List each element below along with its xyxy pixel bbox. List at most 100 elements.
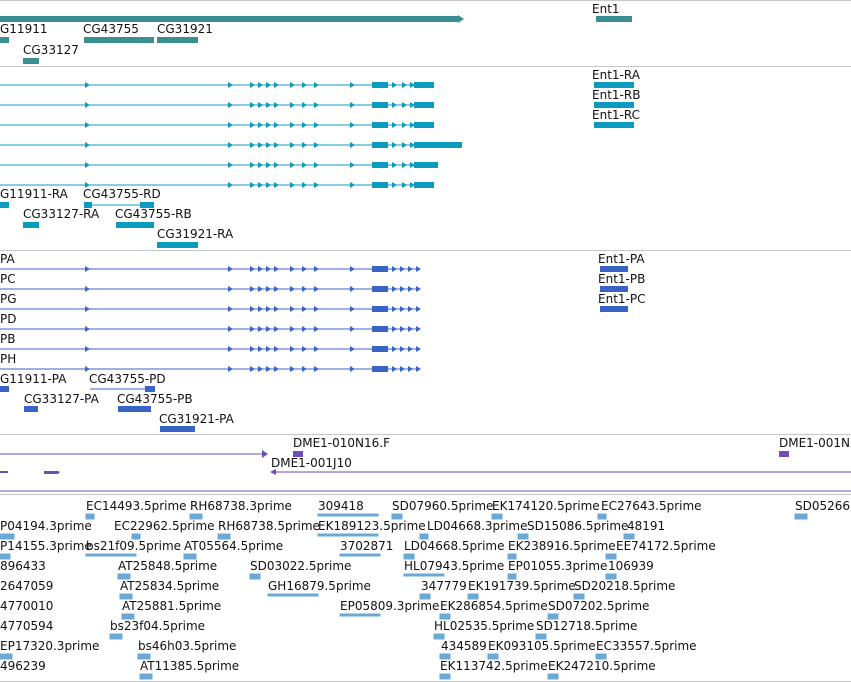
est-label[interactable]: 2647059 bbox=[0, 579, 54, 593]
est-label[interactable]: bs46h03.5prime bbox=[138, 639, 237, 653]
est-label[interactable]: 434589 bbox=[441, 639, 487, 653]
est-label[interactable]: EK286854.5prime bbox=[440, 599, 548, 613]
transcript-label[interactable]: Ent1-RA bbox=[592, 68, 640, 82]
protein-label[interactable]: G11911-PA bbox=[0, 372, 67, 386]
protein-label[interactable]: PH bbox=[0, 352, 17, 366]
exon-mark bbox=[85, 286, 90, 292]
est-label[interactable]: P04194.3prime bbox=[0, 519, 92, 533]
est-label[interactable]: EC33557.5prime bbox=[596, 639, 697, 653]
gene-label[interactable]: CG43755 bbox=[83, 22, 139, 36]
est-label[interactable]: SD20218.5prime bbox=[574, 579, 676, 593]
protein-label[interactable]: Ent1-PC bbox=[598, 292, 646, 306]
est-label[interactable]: 3702871 bbox=[340, 539, 394, 553]
protein-label[interactable]: PA bbox=[0, 252, 15, 266]
track-separator bbox=[0, 0, 851, 1]
protein-label[interactable]: Ent1-PA bbox=[598, 252, 645, 266]
est-label[interactable]: SD05266 bbox=[795, 499, 851, 513]
protein-label[interactable]: PD bbox=[0, 312, 17, 326]
protein-label[interactable]: PG bbox=[0, 292, 17, 306]
est-label[interactable]: EK189123.5prime bbox=[318, 519, 426, 533]
gene-label[interactable]: Ent1 bbox=[592, 2, 620, 16]
gene-label[interactable]: CG31921 bbox=[157, 22, 213, 36]
protein-label[interactable]: Ent1-PB bbox=[598, 272, 646, 286]
transcript-label[interactable]: Ent1-RB bbox=[592, 88, 641, 102]
gene-label[interactable]: G11911 bbox=[0, 22, 48, 36]
est-label[interactable]: 4770010 bbox=[0, 599, 54, 613]
gene-feature[interactable] bbox=[84, 37, 154, 43]
est-label[interactable]: 896433 bbox=[0, 559, 46, 573]
protein-label[interactable]: CG31921-PA bbox=[159, 412, 234, 426]
est-label[interactable]: 48191 bbox=[627, 519, 666, 533]
protein-label[interactable]: CG43755-PB bbox=[117, 392, 193, 406]
est-label[interactable]: EE74172.5prime bbox=[616, 539, 716, 553]
est-label[interactable]: EK238916.5prime bbox=[508, 539, 616, 553]
est-label[interactable]: EP05809.3prime bbox=[340, 599, 440, 613]
est-label[interactable]: EK093105.5prime bbox=[488, 639, 596, 653]
est-label[interactable]: EC22962.5prime bbox=[114, 519, 215, 533]
est-label[interactable]: HL02535.5prime bbox=[434, 619, 535, 633]
gene-feature[interactable] bbox=[0, 16, 458, 22]
est-label[interactable]: LD04668.3prime bbox=[427, 519, 528, 533]
gene-feature[interactable] bbox=[0, 37, 9, 43]
est-label[interactable]: EK113742.5prime bbox=[440, 659, 548, 673]
est-label[interactable]: 309418 bbox=[318, 499, 364, 513]
est-label[interactable]: AT25848.5prime bbox=[118, 559, 218, 573]
track-separator bbox=[0, 250, 851, 251]
exon-mark bbox=[302, 366, 307, 372]
est-label[interactable]: EK247210.5prime bbox=[548, 659, 656, 673]
est-label[interactable]: EK191739.5prime bbox=[468, 579, 576, 593]
est-label[interactable]: 347779 bbox=[421, 579, 467, 593]
protein-label[interactable]: CG33127-PA bbox=[24, 392, 99, 406]
est-label[interactable]: RH68738.5prime bbox=[218, 519, 320, 533]
gene-feature[interactable] bbox=[157, 37, 198, 43]
exon-mark bbox=[290, 142, 295, 148]
exon-mark bbox=[85, 306, 90, 312]
gene-label[interactable]: CG33127 bbox=[23, 43, 79, 57]
transcript-label[interactable]: Ent1-RC bbox=[592, 108, 640, 122]
gene-feature[interactable] bbox=[596, 16, 632, 22]
exon-mark bbox=[290, 346, 295, 352]
est-label[interactable]: EK174120.5prime bbox=[492, 499, 600, 513]
est-label[interactable]: SD15086.5prime bbox=[527, 519, 629, 533]
exon-mark bbox=[400, 366, 405, 372]
transcript-label[interactable]: CG43755-RD bbox=[83, 187, 161, 201]
transcript-label[interactable]: CG31921-RA bbox=[157, 227, 234, 241]
est-label[interactable]: P14155.3prime bbox=[0, 539, 92, 553]
est-label[interactable]: EP17320.3prime bbox=[0, 639, 100, 653]
clone-label[interactable]: DME1-001J10 bbox=[271, 456, 352, 470]
est-label[interactable]: bs21f09.5prime bbox=[86, 539, 182, 553]
protein-label[interactable]: PB bbox=[0, 332, 16, 346]
est-label[interactable]: SD07960.5prime bbox=[392, 499, 494, 513]
est-label[interactable]: RH68738.3prime bbox=[190, 499, 292, 513]
est-label[interactable]: EC27643.5prime bbox=[601, 499, 702, 513]
transcript-label[interactable]: CG33127-RA bbox=[23, 207, 100, 221]
transcript-label[interactable]: G11911-RA bbox=[0, 187, 68, 201]
est-label[interactable]: 496239 bbox=[0, 659, 46, 673]
clone-label[interactable]: DME1-010N16.F bbox=[293, 436, 391, 450]
protein-label[interactable]: CG43755-PD bbox=[89, 372, 166, 386]
est-label[interactable]: GH16879.5prime bbox=[268, 579, 371, 593]
est-label[interactable]: LD04668.5prime bbox=[404, 539, 505, 553]
transcript-label[interactable]: CG43755-RB bbox=[115, 207, 192, 221]
est-label[interactable]: AT25834.5prime bbox=[120, 579, 220, 593]
exon-mark bbox=[258, 326, 263, 332]
est-label[interactable]: AT25881.5prime bbox=[122, 599, 222, 613]
est-label[interactable]: EC14493.5prime bbox=[86, 499, 187, 513]
est-label[interactable]: SD12718.5prime bbox=[536, 619, 638, 633]
protein-label[interactable]: PC bbox=[0, 272, 16, 286]
est-label[interactable]: 106939 bbox=[608, 559, 654, 573]
est-label[interactable]: SD07202.5prime bbox=[548, 599, 650, 613]
est-label[interactable]: 4770594 bbox=[0, 619, 54, 633]
est-label[interactable]: bs23f04.5prime bbox=[110, 619, 206, 633]
est-label[interactable]: EP01055.3prime bbox=[508, 559, 608, 573]
est-label[interactable]: HL07943.5prime bbox=[404, 559, 505, 573]
est-label[interactable]: AT11385.5prime bbox=[140, 659, 240, 673]
est-label[interactable]: SD03022.5prime bbox=[250, 559, 352, 573]
gene-feature[interactable] bbox=[23, 58, 39, 64]
est-label[interactable]: AT05564.5prime bbox=[184, 539, 284, 553]
clone-label[interactable]: DME1-001N bbox=[779, 436, 851, 450]
